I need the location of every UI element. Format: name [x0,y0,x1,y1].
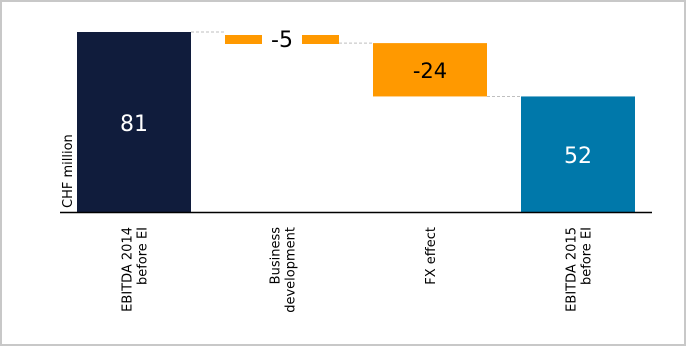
category-label: EBITDA 2014before EI [121,227,151,312]
connector-lines [191,31,521,97]
bar-business-development-right [302,35,339,44]
bars [77,32,635,212]
category-labels: EBITDA 2014before EI Businessdevelopment F… [121,227,595,313]
value-label: 52 [564,144,592,169]
bar-ebitda-2014 [77,32,191,212]
value-labels: 81 -5 -24 52 [120,28,592,169]
bar-fx-effect [373,43,487,97]
bar-business-development-left [225,35,262,44]
bar-ebitda-2015 [521,96,635,212]
value-label: -24 [413,59,447,83]
category-label: FX effect [424,227,439,285]
category-label: Businessdevelopment [269,227,299,313]
value-label: -5 [271,28,293,53]
category-label: EBITDA 2015before EI [565,227,595,312]
y-axis-label: CHF million [61,134,76,208]
value-label: 81 [120,112,148,137]
